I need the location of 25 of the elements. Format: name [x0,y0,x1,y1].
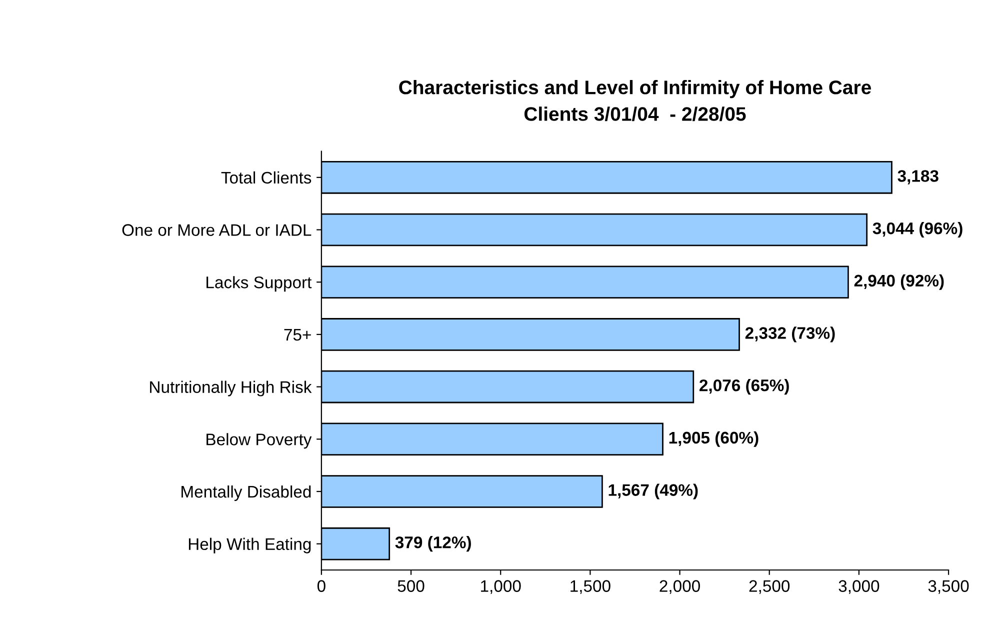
data-label: 2,332 (73%) [745,326,835,342]
x-tick-label: 2,000 [660,580,700,594]
data-label: 3,044 (96%) [872,222,962,238]
y-tick-label: Help With Eating [188,538,311,554]
x-tick-label: 2,500 [749,580,790,594]
x-tick-label: 3,000 [838,580,880,594]
data-label: 2,940 (92%) [854,274,944,290]
data-label: 2,076 (65%) [700,379,789,395]
y-tick-label: Total Clients [221,171,312,184]
y-tick-label: Mentally Disabled [182,485,311,501]
y-tick-label: Lacks Support [206,276,312,292]
data-label: 1,567 (49%) [608,484,698,500]
x-tick-label: 0 [317,580,326,592]
y-tick-label: Nutritionally High Risk [150,380,312,396]
x-tick-label: 500 [398,580,424,592]
x-tick-label: 3,500 [928,580,969,594]
y-tick-label: One or More ADL or IADL [122,224,312,236]
data-label: 1,905 (60%) [669,431,758,447]
x-tick-label: 1,500 [570,580,610,594]
y-tick-label: Below Poverty [206,433,312,449]
data-label: 3,183 [898,170,938,184]
x-tick-label: 1,000 [481,580,521,594]
y-tick-label: 75+ [284,329,311,341]
chart-title: Characteristics and Level of Infirmity of Home Care Clients 3/01/04 - 2/28/05 [399,80,871,122]
data-label: 379 (12%) [395,536,471,552]
